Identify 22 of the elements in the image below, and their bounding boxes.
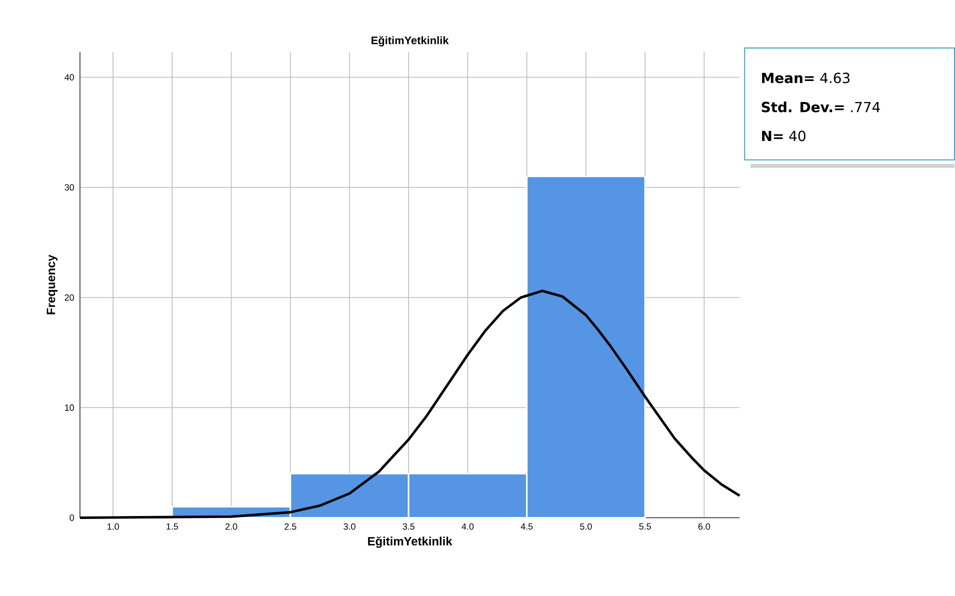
x-tick-label: 6.0 bbox=[698, 524, 710, 530]
chart-title: EğitimYetkinlik bbox=[372, 36, 449, 47]
x-tick-label: 2.5 bbox=[284, 524, 296, 530]
x-axis-title: EğitimYetkinlik bbox=[368, 536, 452, 548]
x-tick-label: 4.0 bbox=[462, 524, 474, 530]
y-tick-label: 0 bbox=[70, 514, 74, 522]
text: Std. Dev.= .774 bbox=[762, 102, 880, 112]
x-tick-label: 4.5 bbox=[520, 524, 533, 530]
x-tick-label: 3.0 bbox=[344, 524, 356, 530]
y-tick-label: 20 bbox=[64, 294, 74, 301]
x-tick-label: 1.5 bbox=[166, 524, 178, 530]
x-tick-label: 5.0 bbox=[580, 524, 592, 530]
text: N= 40 bbox=[762, 130, 806, 142]
y-tick-label: 40 bbox=[64, 74, 74, 81]
y-axis-title: Frequency bbox=[46, 254, 58, 314]
text: Mean= 4.63 bbox=[762, 72, 850, 84]
x-tick-label: 1.0 bbox=[108, 524, 119, 530]
x-tick-label: 5.5 bbox=[639, 524, 651, 530]
x-tick-label: 2.0 bbox=[226, 524, 238, 530]
y-tick-label: 10 bbox=[65, 404, 74, 411]
x-tick-label: 3.5 bbox=[402, 524, 414, 530]
y-tick-label: 30 bbox=[64, 184, 74, 191]
